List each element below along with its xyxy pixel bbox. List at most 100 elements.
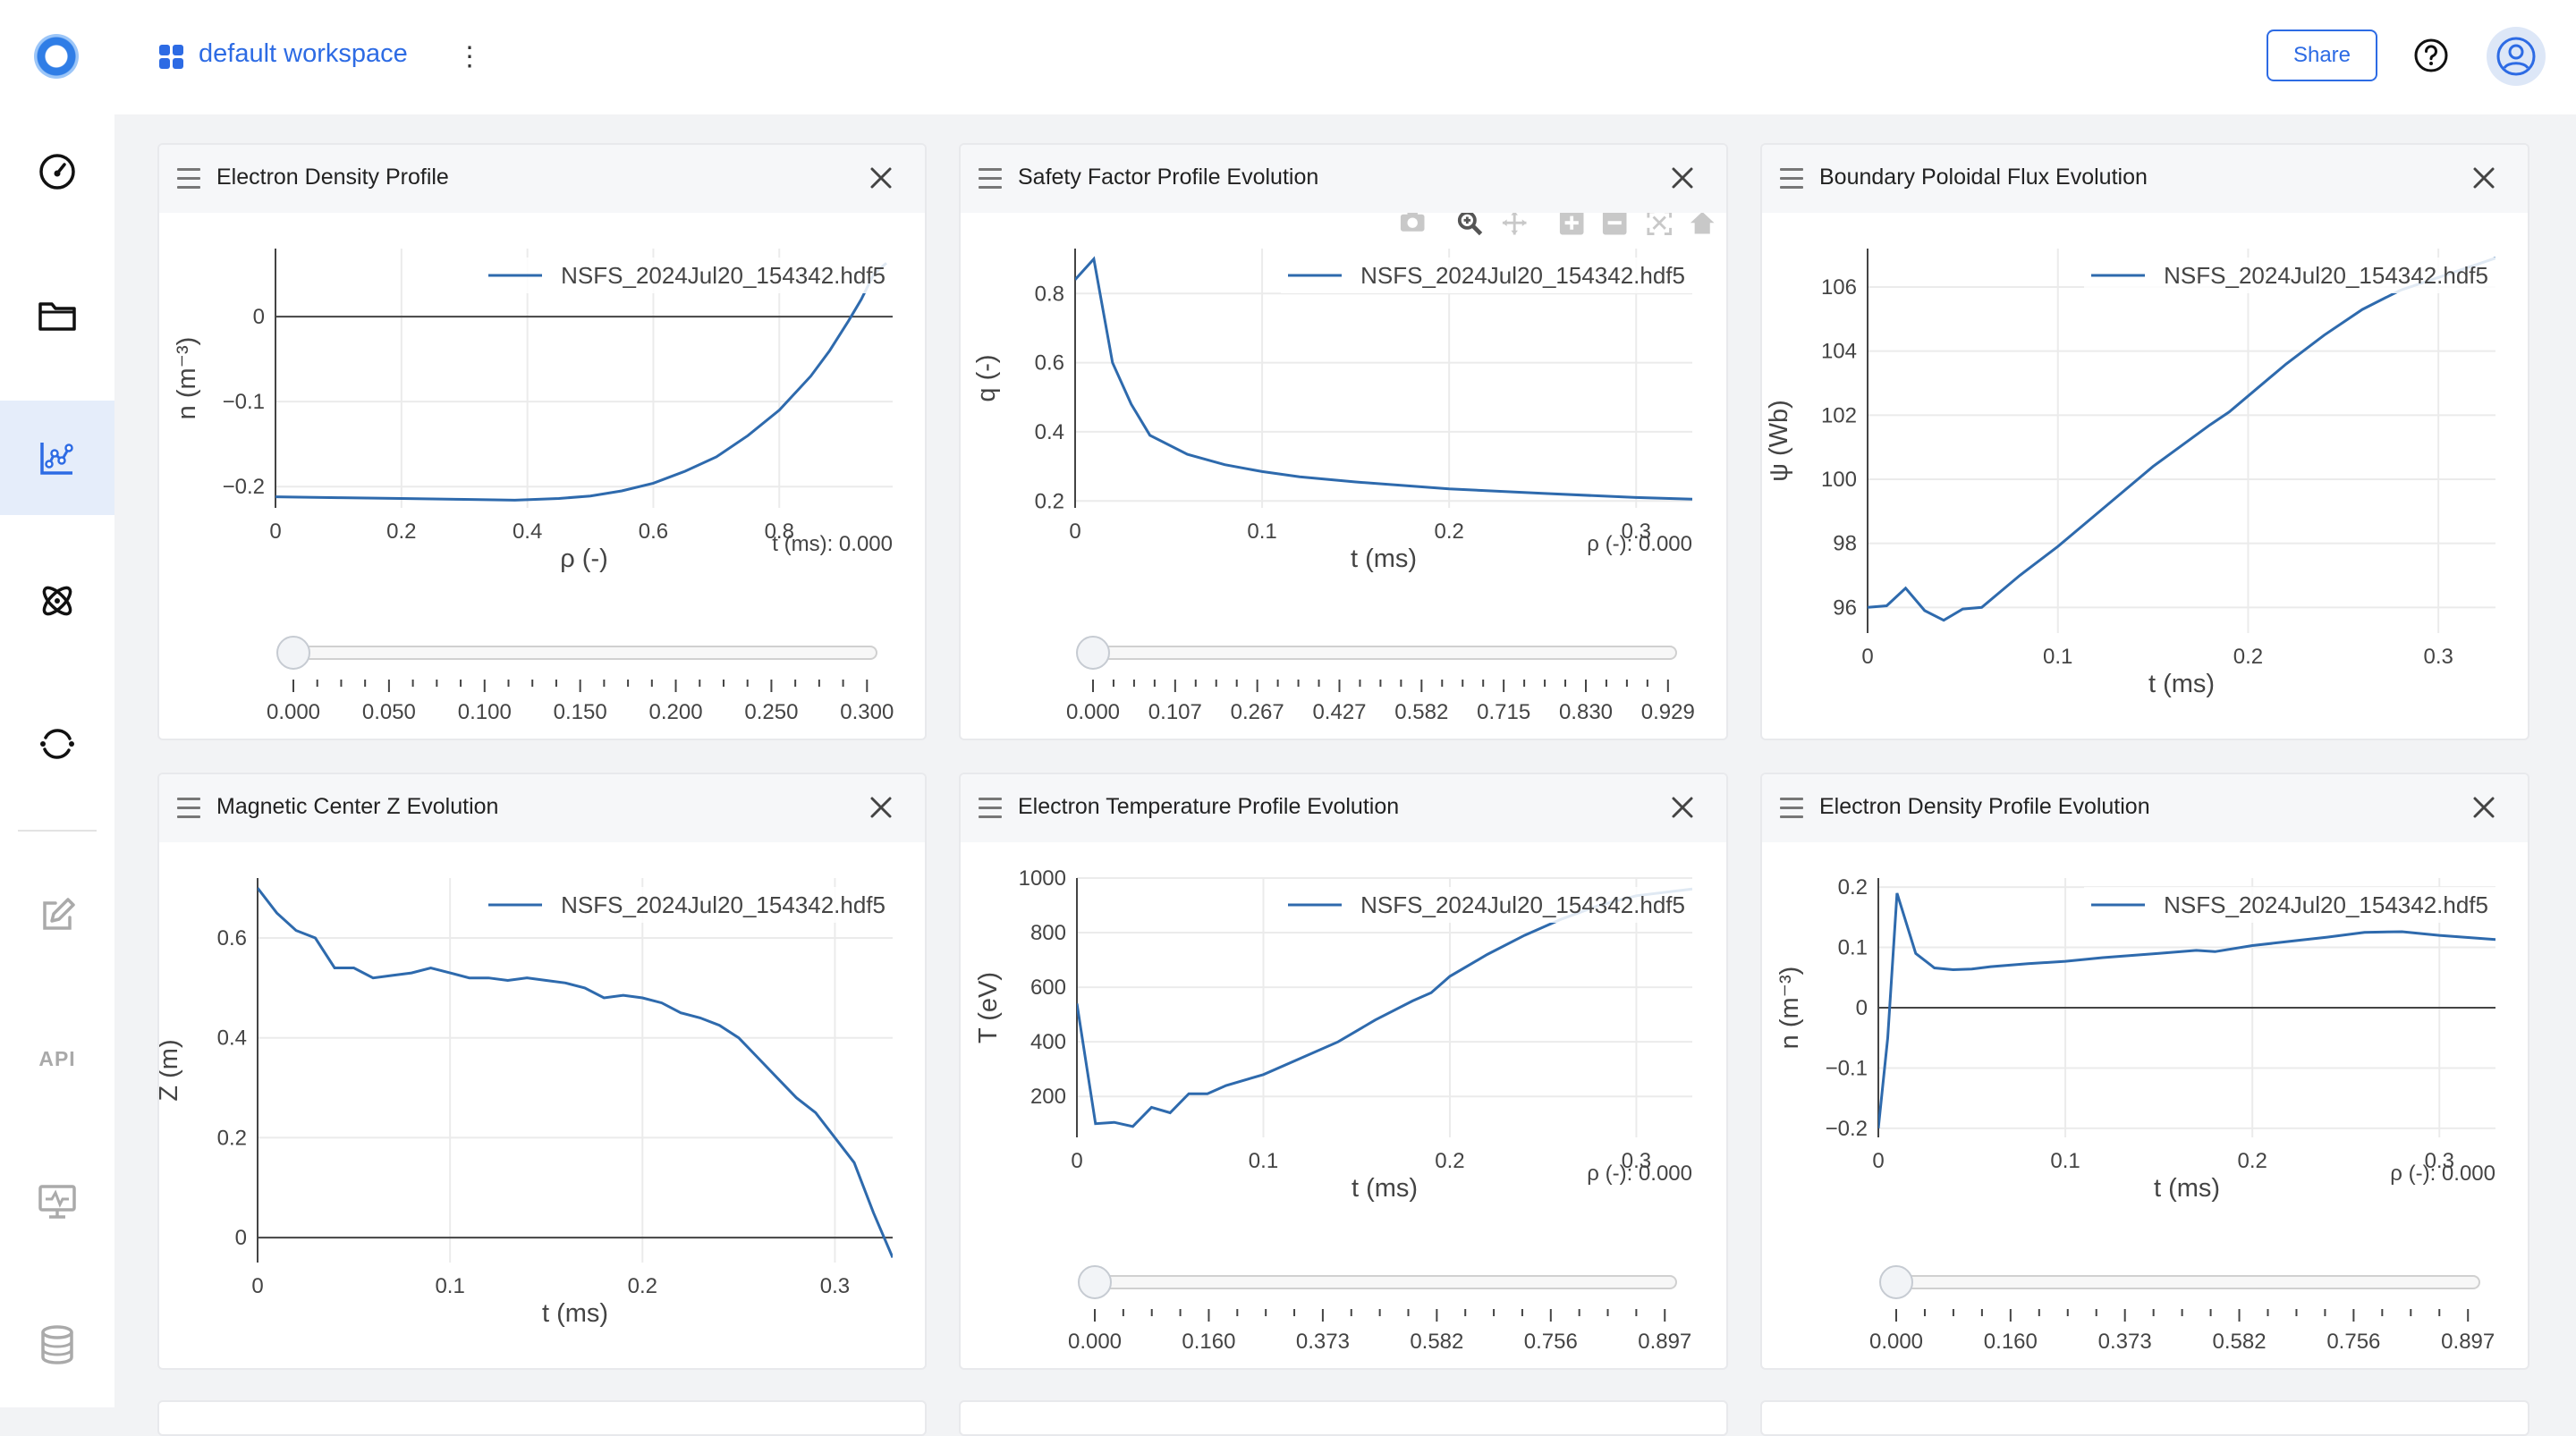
zoom-icon[interactable] — [1457, 213, 1483, 236]
time-slider[interactable]: 0.000 0.160 0.373 0.582 0.756 0.897 — [1068, 1265, 1691, 1354]
legend-entry[interactable]: NSFS_2024Jul20_154342.hdf5 — [561, 891, 886, 918]
y-tick-label: −0.2 — [1826, 1117, 1868, 1141]
slider-handle[interactable] — [276, 636, 310, 670]
slider-tick-label: 0.160 — [1182, 1330, 1235, 1354]
series-line[interactable] — [1868, 257, 2496, 622]
slider-handle[interactable] — [1078, 1265, 1112, 1299]
legend-entry[interactable]: NSFS_2024Jul20_154342.hdf5 — [2164, 262, 2488, 289]
y-tick-label: 0 — [235, 1226, 247, 1250]
close-icon[interactable] — [1669, 165, 1696, 191]
y-tick-label: 100 — [1821, 468, 1857, 492]
drag-handle-icon[interactable] — [979, 168, 1002, 190]
plot-area[interactable]: 0 0.2 0.4 0.6 0.8 −0.2 −0.1 0 ρ (-) n (m⁻³) NSFS_2… — [159, 213, 927, 740]
user-avatar[interactable] — [2487, 27, 2546, 86]
drag-handle-icon[interactable] — [1780, 168, 1803, 190]
legend-entry[interactable]: NSFS_2024Jul20_154342.hdf5 — [561, 262, 886, 289]
sidebar-item-monitor[interactable] — [0, 1145, 114, 1259]
drag-handle-icon[interactable] — [979, 798, 1002, 819]
panel-header[interactable]: Electron Density Profile Evolution — [1762, 774, 2528, 842]
sidebar-item-api[interactable]: API — [0, 1001, 114, 1116]
sidebar-item-sync[interactable] — [0, 687, 114, 801]
zoom-out-icon[interactable] — [1602, 213, 1627, 235]
workspace-name[interactable]: default workspace — [199, 39, 408, 68]
slider-handle[interactable] — [1879, 1265, 1913, 1299]
close-icon[interactable] — [2470, 794, 2497, 821]
y-tick-label: 0 — [253, 305, 265, 329]
slider-rail[interactable] — [1094, 1275, 1677, 1289]
reset-axes-icon[interactable] — [1690, 213, 1715, 234]
time-slider[interactable]: 0.000 0.160 0.373 0.582 0.756 0.897 — [1869, 1265, 2495, 1354]
plot-area[interactable]: 0 0.1 0.2 0.3 96 98 100 102 104 106 t (ms) ψ (Wb) NS… — [1762, 213, 2529, 740]
autoscale-icon[interactable] — [1647, 213, 1672, 235]
chart-panel: Safety Factor Profile Evolution 0 0.1 0.2 0.… — [959, 143, 1728, 740]
sidebar-item-database[interactable] — [0, 1288, 114, 1402]
y-tick-label: −0.2 — [223, 475, 265, 499]
drag-handle-icon[interactable] — [177, 798, 200, 819]
slider-tick-label: 0.107 — [1148, 700, 1202, 724]
panel-header[interactable]: Magnetic Center Z Evolution — [159, 774, 925, 842]
plot-area[interactable]: 0 0.1 0.2 0.3 0.2 0.4 0.6 0.8 t (ms) q (-) NSFS_20… — [961, 213, 1728, 740]
drag-handle-icon[interactable] — [177, 168, 200, 190]
sidebar-item-dashboard[interactable] — [0, 114, 114, 229]
series-line[interactable] — [1077, 887, 1692, 1128]
chart-panel: Magnetic Center Z Evolution 0 0.1 0.2 0.3 0 0.… — [157, 773, 927, 1370]
legend-entry[interactable]: NSFS_2024Jul20_154342.hdf5 — [1360, 262, 1685, 289]
series-line[interactable] — [275, 262, 887, 502]
api-icon: API — [38, 1046, 76, 1070]
x-tick-label: 0.3 — [820, 1274, 850, 1298]
plot-area[interactable]: 0 0.1 0.2 0.3 −0.2 −0.1 0 0.1 0.2 t (ms) n (m⁻³) NS… — [1762, 842, 2529, 1370]
slider-rail[interactable] — [292, 646, 877, 660]
zoom-in-icon[interactable] — [1559, 213, 1584, 235]
pan-icon[interactable] — [1502, 213, 1527, 235]
slider-tick-label: 0.582 — [1410, 1330, 1463, 1354]
camera-icon[interactable] — [1400, 213, 1425, 232]
drag-handle-icon[interactable] — [1780, 798, 1803, 819]
legend-background — [481, 258, 893, 293]
close-icon[interactable] — [868, 165, 894, 191]
chart-panel: Electron Temperature Profile Evolution 0 0… — [959, 773, 1728, 1370]
sidebar-item-edit[interactable] — [0, 858, 114, 973]
legend-entry[interactable]: NSFS_2024Jul20_154342.hdf5 — [1360, 891, 1685, 918]
sidebar-item-files[interactable] — [0, 258, 114, 372]
slider-rail[interactable] — [1092, 646, 1677, 660]
slider-tick-label: 0.300 — [840, 700, 894, 724]
series-line[interactable] — [1075, 256, 1692, 501]
panel-header[interactable]: Electron Temperature Profile Evolution — [961, 774, 1726, 842]
y-tick-label: 102 — [1821, 403, 1857, 427]
close-icon[interactable] — [1669, 794, 1696, 821]
chart-panel: Electron Density Profile 0 0.2 0.4 0.6 0.8 −0.… — [157, 143, 927, 740]
plot-area[interactable]: 0 0.1 0.2 0.3 0 0.2 0.4 0.6 t (ms) Z (m) NSFS_2024… — [159, 842, 927, 1370]
time-slider[interactable]: 0.000 0.050 0.100 0.150 0.200 0.250 0.300 — [267, 636, 894, 724]
app-logo[interactable] — [34, 34, 79, 79]
panel-header[interactable]: Boundary Poloidal Flux Evolution — [1762, 145, 2528, 213]
series-line[interactable] — [1878, 892, 2496, 1129]
slider-tick-label: 0.000 — [267, 700, 320, 724]
series-line[interactable] — [258, 887, 893, 1258]
sidebar-item-physics[interactable] — [0, 544, 114, 658]
x-tick-label: 0 — [1071, 1149, 1082, 1173]
y-tick-label: 400 — [1030, 1030, 1066, 1054]
workspace-menu-icon[interactable]: ⋮ — [456, 42, 483, 72]
chart-panel: Electron Density Profile Evolution 0 0.1 0.… — [1760, 773, 2529, 1370]
chart-panel: Boundary Poloidal Flux Evolution 0 0.1 0.2 0… — [1760, 143, 2529, 740]
help-icon[interactable] — [2411, 36, 2451, 75]
panel-header[interactable]: Electron Density Profile — [159, 145, 925, 213]
panel-title: Boundary Poloidal Flux Evolution — [1819, 165, 2148, 190]
time-slider[interactable]: 0.000 0.107 0.267 0.427 0.582 0.715 0.830 0.929 — [1066, 636, 1695, 724]
y-axis-title: T (eV) — [974, 972, 1003, 1043]
slider-rail[interactable] — [1895, 1275, 2480, 1289]
close-icon[interactable] — [868, 794, 894, 821]
slider-handle[interactable] — [1076, 636, 1110, 670]
sidebar-item-charts[interactable] — [0, 401, 114, 515]
monitor-icon — [38, 1185, 76, 1219]
panel-header[interactable]: Safety Factor Profile Evolution — [961, 145, 1726, 213]
legend-entry[interactable]: NSFS_2024Jul20_154342.hdf5 — [2164, 891, 2488, 918]
legend-background — [1281, 887, 1692, 923]
y-axis-title: n (m⁻³) — [1775, 967, 1804, 1050]
plot-area[interactable]: 0 0.1 0.2 0.3 200 400 600 800 1000 t (ms) T (eV) NS… — [961, 842, 1728, 1370]
y-tick-label: 0.8 — [1035, 282, 1064, 306]
x-tick-label: 0.2 — [628, 1274, 657, 1298]
slider-value-annotation: ρ (-): 0.000 — [1587, 532, 1692, 556]
close-icon[interactable] — [2470, 165, 2497, 191]
share-button[interactable]: Share — [2267, 30, 2377, 81]
